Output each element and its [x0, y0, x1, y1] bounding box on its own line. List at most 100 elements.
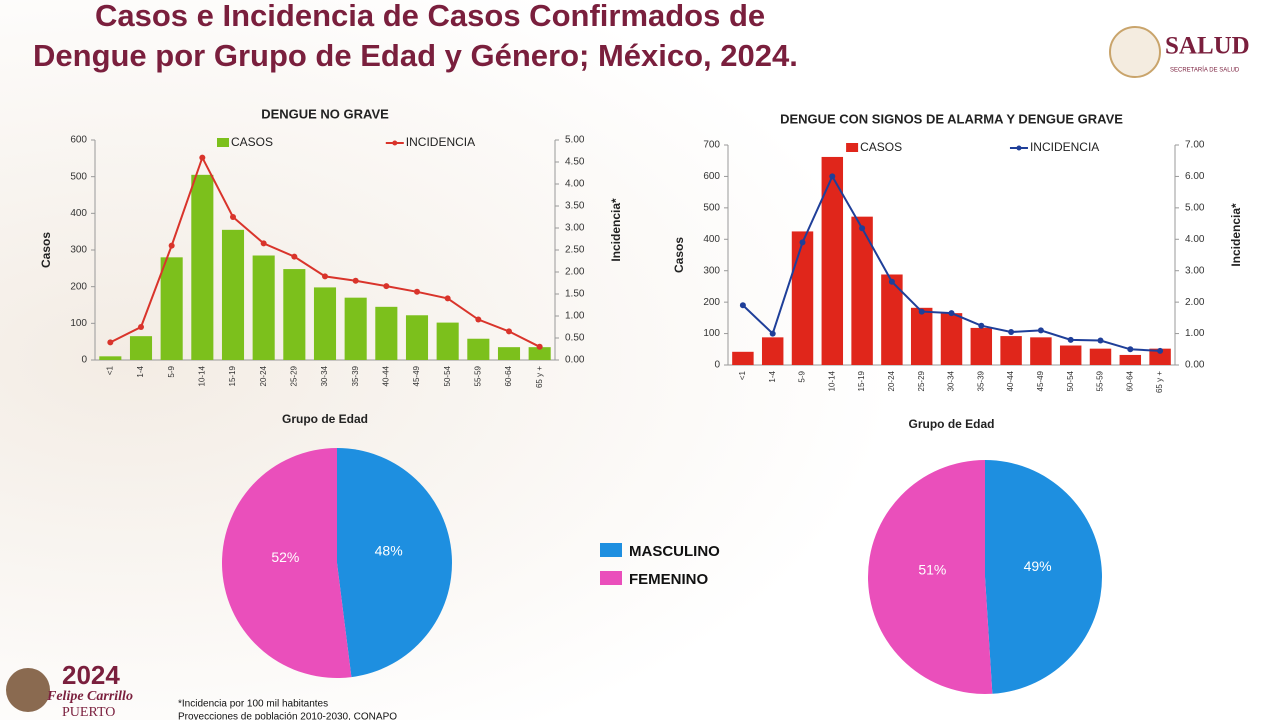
x-tick-label: 5-9 [167, 365, 176, 377]
x-tick-label: 30-34 [320, 365, 329, 386]
y-tick-label: 500 [703, 202, 720, 213]
marker [829, 173, 836, 180]
bar [467, 338, 490, 360]
y-tick-label: 500 [70, 171, 87, 182]
y2-tick-label: 2.50 [565, 245, 585, 256]
y-axis-title: Casos [39, 232, 53, 268]
y-tick-label: 400 [703, 234, 720, 245]
x-tick-label: 30-34 [947, 370, 956, 391]
x-tick-label: 65 y + [1155, 371, 1164, 393]
bar [881, 274, 903, 365]
x-tick-label: 45-49 [412, 365, 421, 386]
x-tick-label: 50-54 [1066, 370, 1075, 391]
marker [1157, 347, 1164, 354]
y-tick-label: 100 [70, 318, 87, 329]
marker [322, 273, 328, 280]
y2-tick-label: 2.00 [565, 267, 585, 278]
bar [1119, 354, 1142, 365]
marker [769, 330, 776, 337]
bar [1059, 345, 1082, 365]
x-tick-label: 10-14 [827, 370, 836, 391]
x-tick-label: 50-54 [443, 365, 452, 386]
bar [252, 255, 275, 360]
marker [948, 310, 955, 317]
y2-tick-label: 6.00 [1185, 171, 1205, 182]
y-tick-label: 600 [703, 171, 720, 182]
y-tick-label: 700 [703, 140, 720, 151]
marker [260, 240, 267, 247]
marker [1067, 336, 1074, 343]
bar [851, 216, 873, 365]
pie-slice [867, 460, 993, 694]
x-tick-label: 5-9 [798, 370, 807, 382]
legend-label: FEMENINO [629, 571, 709, 588]
marker [414, 288, 420, 295]
marker [918, 308, 925, 315]
footer-name: Felipe Carrillo [46, 689, 133, 704]
y-tick-label: 400 [70, 208, 87, 219]
pie-slice [985, 460, 1102, 694]
logo-subtitle: SECRETARÍA DE SALUD [1170, 67, 1240, 74]
slice-label: 48% [375, 542, 403, 558]
marker [444, 295, 451, 302]
marker [107, 339, 114, 346]
y-tick-label: 0 [81, 355, 87, 366]
legend-swatch [1016, 145, 1022, 151]
marker [199, 154, 206, 161]
pie-slice [337, 448, 453, 678]
legend-swatch [217, 138, 229, 147]
bar [940, 313, 963, 365]
marker [138, 324, 144, 330]
footer-place: PUERTO [62, 705, 115, 720]
y-tick-label: 100 [703, 328, 720, 339]
marker [383, 283, 390, 290]
bar [99, 356, 122, 360]
marker [536, 343, 543, 350]
x-tick-label: 25-29 [917, 370, 926, 391]
footnote: Proyecciones de población 2010-2030, CON… [178, 712, 397, 720]
y2-tick-label: 4.50 [565, 157, 585, 168]
legend-label: CASOS [860, 140, 902, 154]
bar [405, 315, 429, 360]
x-tick-label: 25-29 [289, 365, 298, 386]
bar [761, 337, 784, 365]
legend-swatch [600, 543, 622, 557]
bar [191, 174, 214, 360]
bar [283, 269, 306, 360]
y-tick-label: 600 [70, 135, 87, 146]
bar [1149, 348, 1171, 365]
x-tick-label: 45-49 [1036, 370, 1045, 391]
y-tick-label: 300 [703, 265, 720, 276]
slice-label: 52% [271, 549, 299, 565]
y2-tick-label: 4.00 [565, 179, 585, 190]
y2-tick-label: 0.50 [565, 333, 585, 344]
x-axis-title: Grupo de Edad [282, 412, 368, 426]
marker [888, 278, 895, 285]
marker [1127, 346, 1134, 353]
legend-swatch [392, 140, 398, 146]
bar [375, 306, 398, 360]
marker [859, 225, 866, 232]
y-tick-label: 0 [714, 360, 720, 371]
y2-tick-label: 7.00 [1185, 140, 1205, 151]
bar [910, 307, 933, 365]
legend-label: INCIDENCIA [1030, 140, 1099, 154]
y2-tick-label: 2.00 [1185, 297, 1205, 308]
bar [732, 351, 754, 365]
legend-swatch [600, 571, 622, 585]
marker [506, 328, 512, 335]
footer-year: 2024 [62, 660, 120, 690]
marker [1037, 327, 1044, 334]
y2-tick-label: 1.00 [1185, 328, 1205, 339]
bar [160, 257, 183, 360]
y2-tick-label: 4.00 [1185, 234, 1205, 245]
y2-tick-label: 3.00 [565, 223, 585, 234]
bar [821, 156, 844, 365]
marker [1097, 337, 1104, 344]
y2-tick-label: 1.50 [565, 289, 585, 300]
y-tick-label: 200 [70, 281, 87, 292]
bar [791, 231, 814, 365]
chart-title: DENGUE NO GRAVE [261, 106, 389, 121]
marker [739, 302, 746, 309]
